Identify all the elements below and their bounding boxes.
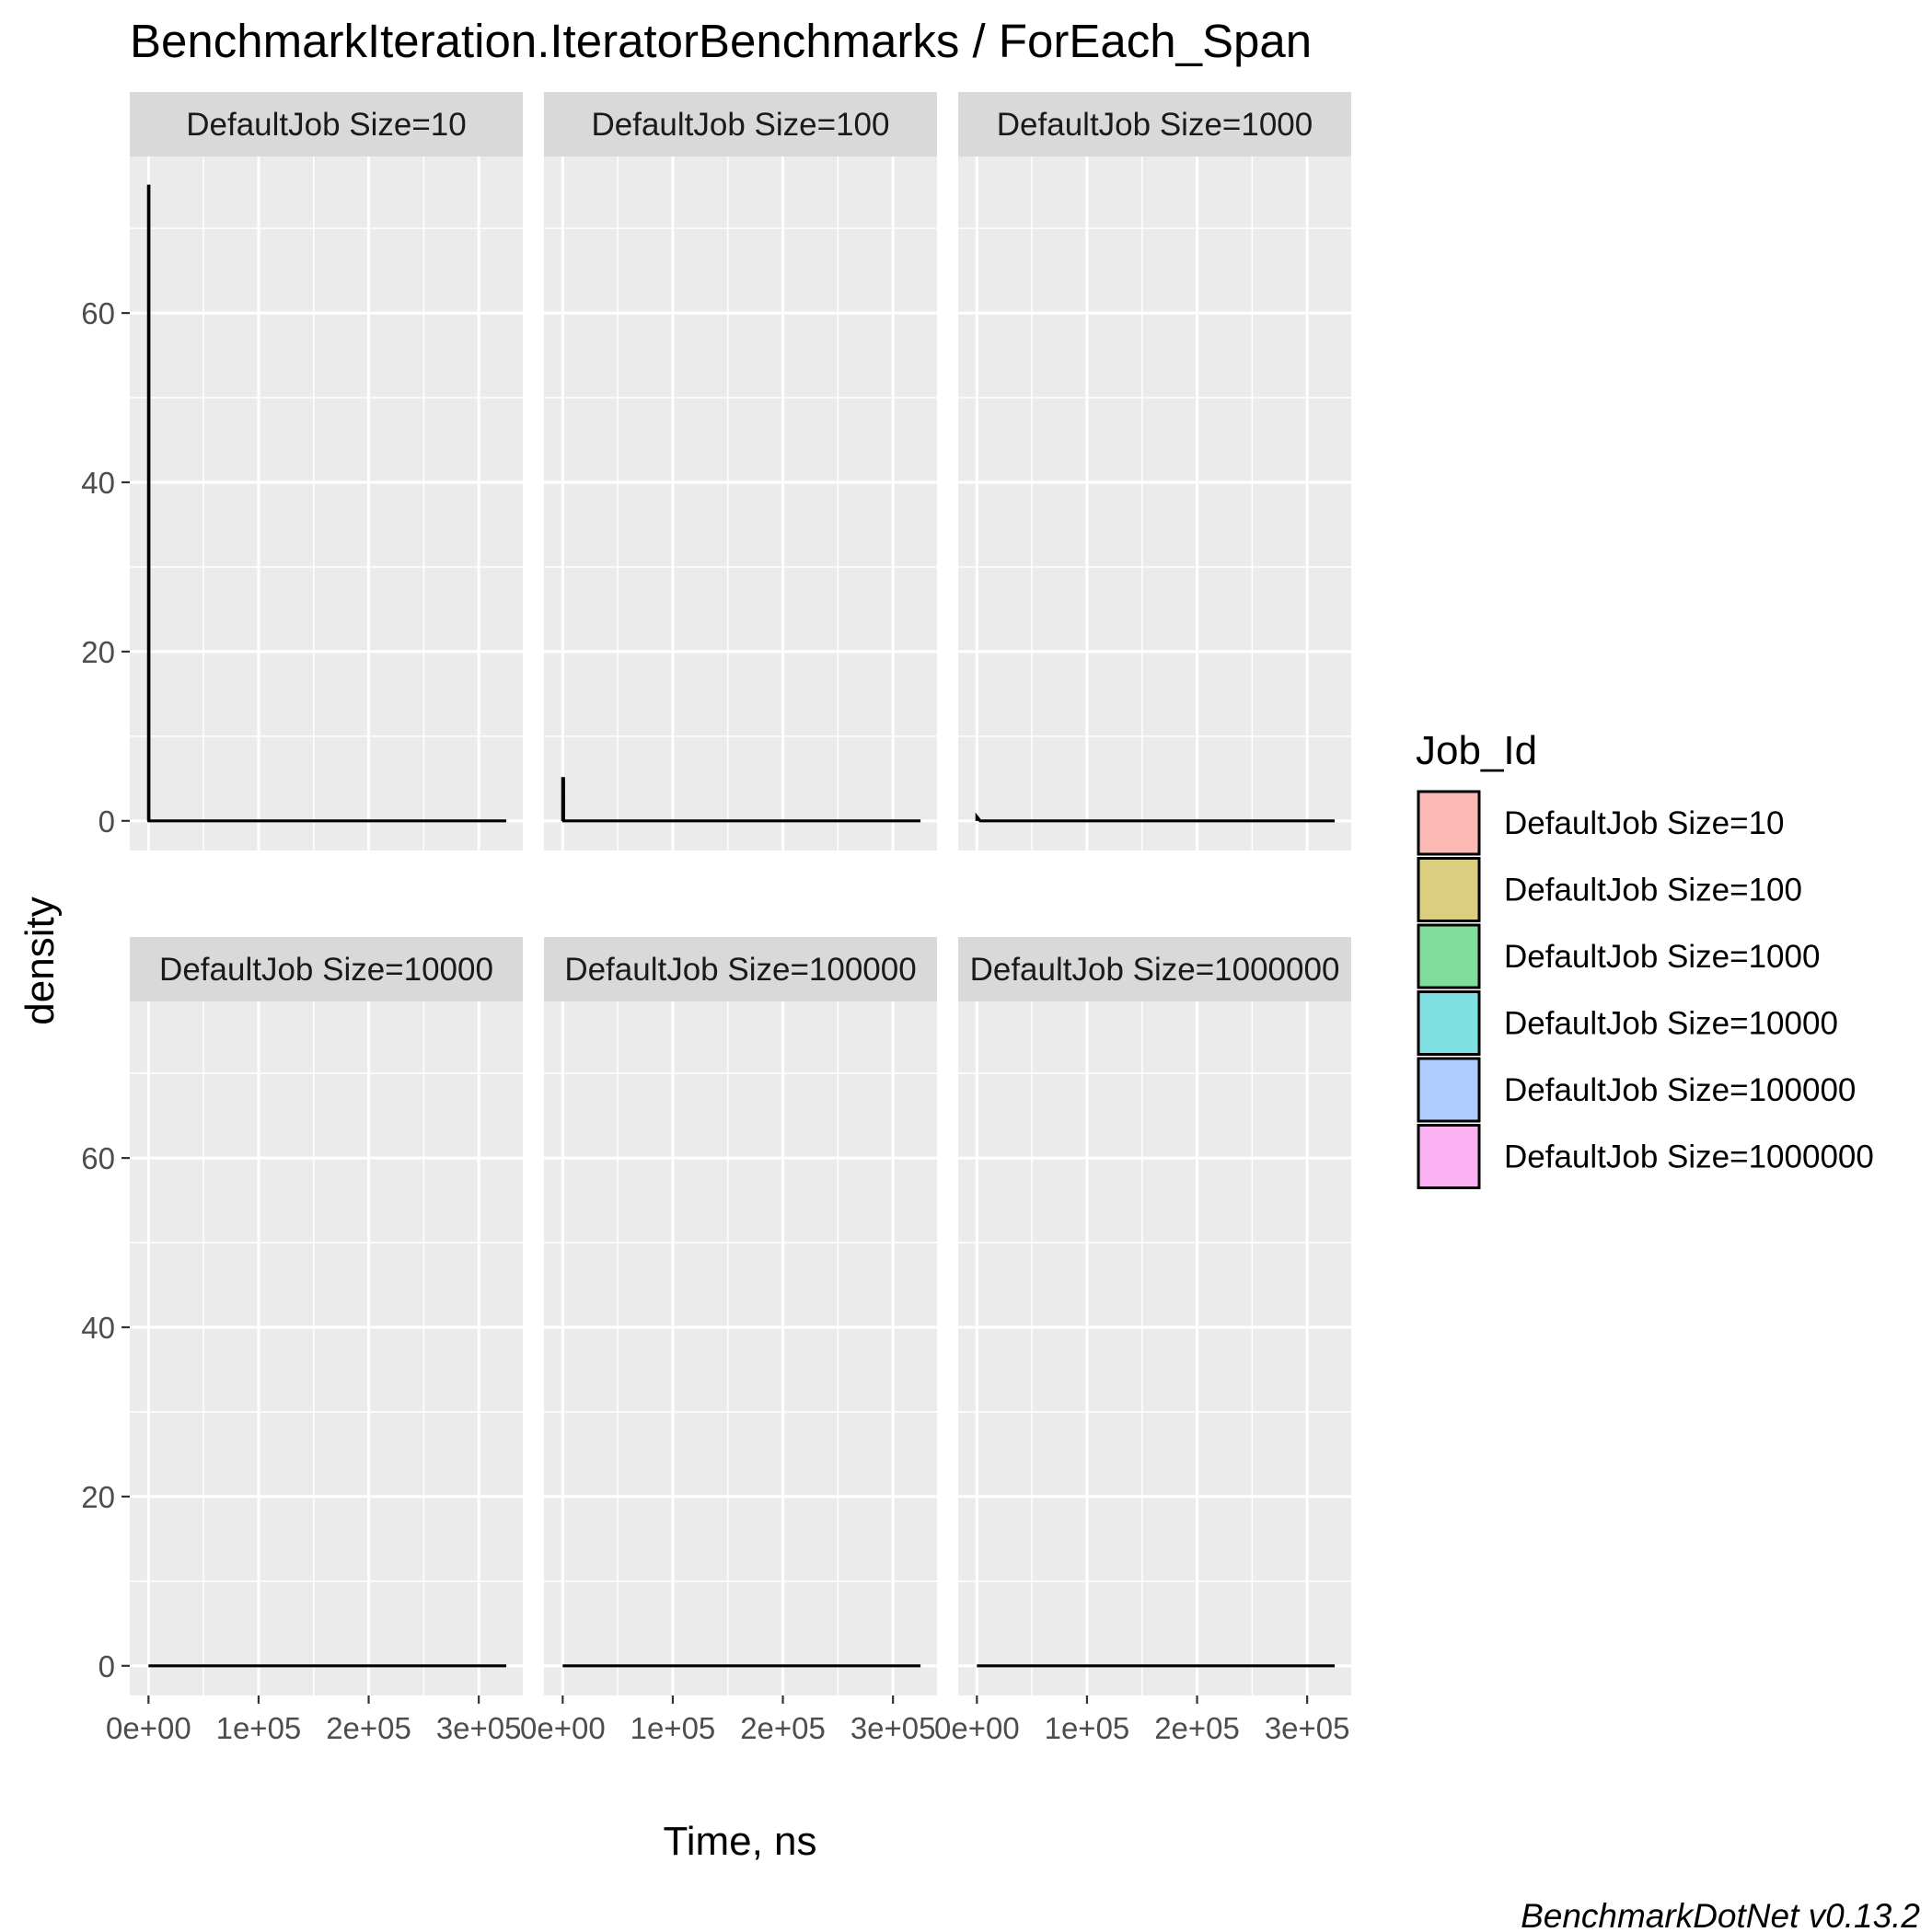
chart-title: BenchmarkIteration.IteratorBenchmarks / … bbox=[130, 15, 1312, 67]
density-curve bbox=[146, 184, 507, 823]
legend-label: DefaultJob Size=1000000 bbox=[1504, 1140, 1874, 1175]
y-tick-label: 60 bbox=[81, 1141, 115, 1175]
x-tick-label: 0e+00 bbox=[934, 1711, 1020, 1745]
legend-label: DefaultJob Size=10000 bbox=[1504, 1006, 1838, 1042]
facet-strip-label: DefaultJob Size=100 bbox=[592, 107, 890, 143]
y-tick-label: 40 bbox=[81, 466, 115, 500]
x-tick-label: 3e+05 bbox=[436, 1711, 522, 1745]
facet-strip bbox=[958, 92, 1351, 156]
facet-strip bbox=[130, 937, 523, 1001]
panel-background bbox=[958, 1001, 1351, 1695]
facet-strip bbox=[958, 937, 1351, 1001]
x-tick-label: 2e+05 bbox=[326, 1711, 411, 1745]
x-tick-label: 2e+05 bbox=[740, 1711, 826, 1745]
facet-strip-label: DefaultJob Size=1000 bbox=[997, 107, 1313, 143]
facet-strip bbox=[130, 92, 523, 156]
facet-panel: DefaultJob Size=100 bbox=[544, 92, 937, 850]
facet-panel: DefaultJob Size=100000 bbox=[544, 937, 937, 1695]
y-tick-label: 0 bbox=[98, 804, 115, 839]
legend-key bbox=[1417, 790, 1481, 856]
density-curve bbox=[561, 777, 921, 823]
facet-panel: DefaultJob Size=10 bbox=[130, 92, 523, 850]
facet-strip-label: DefaultJob Size=10 bbox=[186, 107, 467, 143]
legend: Job_Id DefaultJob Size=10 DefaultJob Size… bbox=[1416, 728, 1874, 1189]
legend-key bbox=[1417, 1057, 1481, 1123]
x-tick-label: 1e+05 bbox=[631, 1711, 716, 1745]
panel-background bbox=[958, 156, 1351, 850]
y-axis-title: density bbox=[17, 897, 63, 1024]
caption: BenchmarkDotNet v0.13.2 bbox=[1521, 1897, 1920, 1932]
facet-panel: DefaultJob Size=1000 bbox=[958, 92, 1351, 850]
x-tick-label: 0e+00 bbox=[106, 1711, 191, 1745]
facet-panel: DefaultJob Size=1000000 bbox=[958, 937, 1351, 1695]
y-tick-label: 40 bbox=[81, 1311, 115, 1345]
y-axes: 0 20 40 60 0 20 40 60 bbox=[81, 296, 130, 1683]
legend-label: DefaultJob Size=1000 bbox=[1504, 939, 1820, 975]
x-tick-label: 2e+05 bbox=[1154, 1711, 1240, 1745]
facet-panel: DefaultJob Size=10000 bbox=[130, 937, 523, 1695]
legend-label: DefaultJob Size=10 bbox=[1504, 805, 1785, 841]
facet-strip-label: DefaultJob Size=100000 bbox=[564, 952, 916, 988]
x-tick-label: 3e+05 bbox=[1265, 1711, 1350, 1745]
legend-title: Job_Id bbox=[1416, 728, 1537, 773]
panel-background bbox=[544, 1001, 937, 1695]
legend-key bbox=[1417, 923, 1481, 989]
y-tick-label: 0 bbox=[98, 1649, 115, 1683]
facet-strip bbox=[544, 937, 937, 1001]
x-tick-label: 1e+05 bbox=[216, 1711, 302, 1745]
legend-label: DefaultJob Size=100000 bbox=[1504, 1072, 1856, 1108]
facet-panels: DefaultJob Size=10 DefaultJob Size=100 Def… bbox=[130, 92, 1351, 1695]
panel-background bbox=[130, 1001, 523, 1695]
y-tick-label: 20 bbox=[81, 635, 115, 669]
legend-key bbox=[1417, 1124, 1481, 1189]
facet-strip-label: DefaultJob Size=10000 bbox=[159, 952, 493, 988]
facet-strip bbox=[544, 92, 937, 156]
legend-key bbox=[1417, 990, 1481, 1056]
panel-background bbox=[130, 156, 523, 850]
y-tick-label: 60 bbox=[81, 296, 115, 330]
legend-key bbox=[1417, 857, 1481, 922]
facet-strip-label: DefaultJob Size=1000000 bbox=[970, 952, 1340, 988]
y-tick-label: 20 bbox=[81, 1480, 115, 1514]
x-tick-label: 1e+05 bbox=[1045, 1711, 1130, 1745]
x-tick-label: 0e+00 bbox=[520, 1711, 606, 1745]
panel-background bbox=[544, 156, 937, 850]
density-curve bbox=[975, 812, 1336, 823]
x-tick-label: 3e+05 bbox=[850, 1711, 936, 1745]
legend-label: DefaultJob Size=100 bbox=[1504, 873, 1802, 908]
x-axis-title: Time, ns bbox=[663, 1819, 816, 1864]
